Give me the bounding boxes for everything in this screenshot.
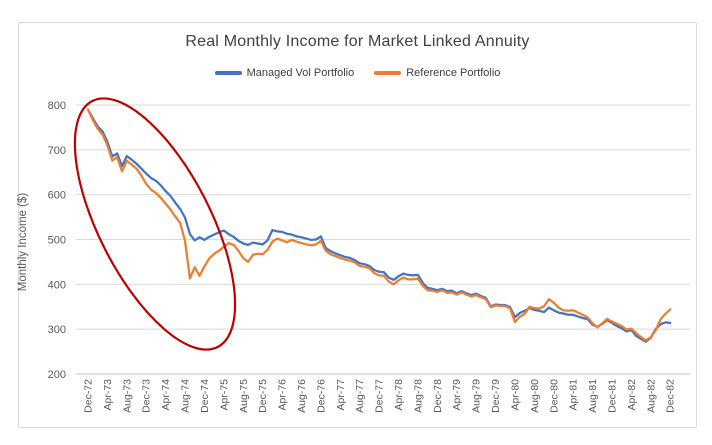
y-tick-label: 600 <box>48 190 66 202</box>
y-tick-label: 400 <box>48 279 66 291</box>
x-tick-label: Dec-75 <box>257 379 269 413</box>
legend-label: Managed Vol Portfolio <box>246 67 355 79</box>
x-tick-label: Dec-81 <box>606 379 618 413</box>
x-tick-label: Apr-82 <box>626 379 638 411</box>
x-tick-label: Aug-80 <box>529 379 541 413</box>
chart-title: Real Monthly Income for Market Linked An… <box>185 33 530 50</box>
x-tick-label: Dec-73 <box>141 379 153 413</box>
x-tick-label: Aug-82 <box>645 379 657 413</box>
x-tick-label: Aug-77 <box>354 379 366 413</box>
x-tick-label: Apr-76 <box>277 379 289 411</box>
x-tick-label: Aug-75 <box>238 379 250 413</box>
x-tick-label: Apr-73 <box>102 379 114 411</box>
legend-line-swatch-orange <box>374 71 402 75</box>
x-tick-label: Apr-78 <box>393 379 405 411</box>
x-tick-label: Apr-74 <box>160 379 172 411</box>
x-tick-label: Dec-77 <box>374 379 386 413</box>
y-axis-title: Monthly Income ($) <box>17 193 29 292</box>
x-tick-label: Aug-73 <box>121 379 133 413</box>
legend-item-managed-vol: Managed Vol Portfolio <box>214 67 355 79</box>
x-tick-label: Dec-82 <box>665 379 677 413</box>
y-tick-label: 800 <box>48 100 66 112</box>
legend-label: Reference Portfolio <box>406 67 501 79</box>
x-tick-label: Aug-78 <box>412 379 424 413</box>
x-tick-label: Aug-81 <box>587 379 599 413</box>
legend-item-reference: Reference Portfolio <box>374 67 500 79</box>
x-tick-label: Aug-79 <box>471 379 483 413</box>
x-tick-label: Dec-74 <box>199 379 211 413</box>
series-line-managed-vol <box>86 108 672 343</box>
legend: Managed Vol Portfolio Reference Portfoli… <box>18 67 697 79</box>
x-tick-label: Aug-76 <box>296 379 308 413</box>
y-tick-label: 300 <box>48 324 66 336</box>
legend-line-swatch-blue <box>214 71 242 75</box>
x-tick-label: Aug-74 <box>180 379 192 413</box>
x-tick-label: Dec-79 <box>490 379 502 413</box>
x-tick-label: Dec-76 <box>315 379 327 413</box>
y-tick-label: 500 <box>48 235 66 247</box>
highlight-ellipse-annotation <box>73 97 237 351</box>
y-tick-label: 200 <box>48 369 66 381</box>
x-tick-label: Dec-78 <box>432 379 444 413</box>
x-tick-label: Apr-79 <box>451 379 463 411</box>
x-tick-label: Dec-80 <box>548 379 560 413</box>
series-line-reference <box>86 108 672 342</box>
y-tick-label: 700 <box>48 145 66 157</box>
x-tick-label: Apr-80 <box>509 379 521 411</box>
x-tick-label: Dec-72 <box>83 379 95 413</box>
x-tick-label: Apr-75 <box>218 379 230 411</box>
x-tick-label: Apr-81 <box>568 379 580 411</box>
x-tick-label: Apr-77 <box>335 379 347 411</box>
chart-frame <box>18 22 697 428</box>
